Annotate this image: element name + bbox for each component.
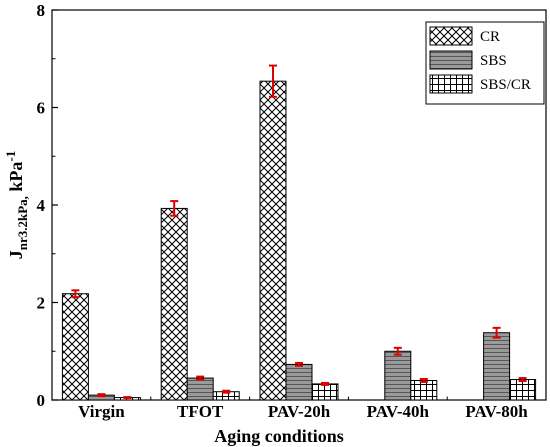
bar-sbs: [483, 332, 511, 401]
x-axis-title: Aging conditions: [214, 426, 344, 446]
legend: CR SBS SBS/CR: [425, 21, 545, 105]
y-tick-label: 8: [37, 1, 46, 20]
x-tick-label: Virgin: [78, 402, 125, 421]
legend-swatch: [429, 50, 473, 70]
y-tick-label: 6: [37, 99, 46, 118]
y-tick-label: 4: [37, 196, 46, 215]
bar-cr: [259, 80, 287, 401]
bar-sbs-cr: [410, 380, 438, 401]
x-tick-label: PAV-80h: [465, 402, 528, 421]
y-tick-label: 0: [37, 391, 46, 410]
bar-sbs: [186, 377, 214, 401]
y-axis-title: Jnr3.2kPa, kPa-1: [3, 151, 30, 260]
bar-sbs: [285, 363, 313, 401]
legend-swatch: [429, 74, 473, 94]
bar-sbs-cr: [311, 383, 339, 401]
x-tick-label: PAV-20h: [268, 402, 331, 421]
y-tick-label: 2: [37, 294, 46, 313]
legend-swatch: [429, 26, 473, 46]
x-tick-label: PAV-40h: [367, 402, 430, 421]
bar-cr: [160, 207, 188, 401]
x-tick-label: TFOT: [177, 402, 224, 421]
bar-sbs-cr: [509, 379, 537, 401]
legend-label: SBS/CR: [480, 77, 531, 93]
legend-label: CR: [480, 29, 500, 45]
bar-cr: [61, 293, 89, 401]
legend-label: SBS: [480, 53, 507, 69]
bar-sbs: [384, 350, 412, 401]
plot-area: 0 2 4 6 8 Virgin TFOT PAV-20h PAV-40h PAV-80h: [37, 1, 547, 421]
